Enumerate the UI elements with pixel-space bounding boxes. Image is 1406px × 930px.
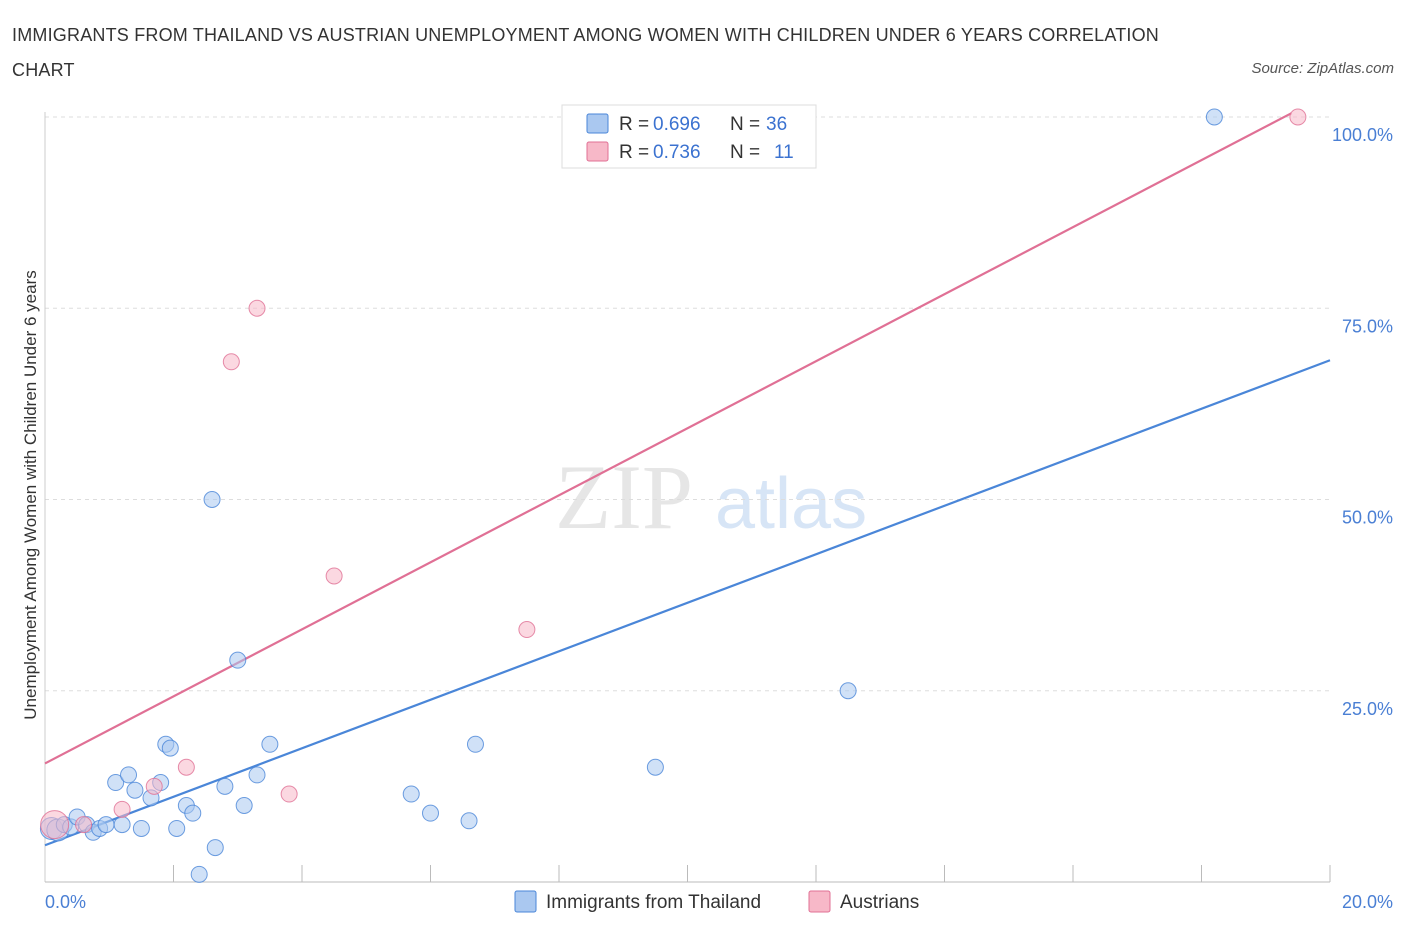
- data-point-thailand: [203, 491, 221, 508]
- data-point-thailand: [422, 804, 439, 822]
- legend-r-value-austrians: 0.736: [653, 142, 701, 163]
- data-point-thailand: [190, 865, 208, 883]
- data-point-thailand: [839, 682, 857, 700]
- bottom-legend-label-austrians: Austrians: [840, 892, 919, 913]
- data-point-austrians: [75, 816, 93, 834]
- legend-n-value-austrians: 11: [774, 142, 794, 163]
- data-point-thailand: [161, 739, 179, 757]
- data-point-austrians: [40, 810, 70, 840]
- data-point-thailand: [646, 758, 664, 776]
- legend-r-label: R =: [619, 142, 649, 163]
- y-tick-label: 75.0%: [1342, 316, 1393, 336]
- data-point-thailand: [235, 797, 253, 814]
- data-point-austrians: [177, 758, 195, 776]
- series-legend: Immigrants from Thailand Austrians: [514, 890, 919, 913]
- data-point-austrians: [518, 621, 536, 639]
- data-point-austrians: [222, 353, 240, 371]
- bottom-legend-swatch-thailand: [514, 890, 537, 913]
- y-axis-label: Unemployment Among Women with Children U…: [21, 270, 40, 719]
- gridlines: [45, 116, 1330, 692]
- x-tick-labels: 0.0% 20.0%: [45, 892, 1393, 912]
- x-tick-label: 0.0%: [45, 892, 86, 912]
- data-point-thailand: [1205, 108, 1223, 126]
- data-point-austrians: [280, 785, 298, 803]
- data-point-thailand: [184, 804, 202, 822]
- data-point-austrians: [145, 777, 163, 795]
- x-tick-label: 20.0%: [1342, 892, 1393, 912]
- data-point-austrians: [1289, 108, 1307, 126]
- y-tick-label: 50.0%: [1342, 508, 1393, 528]
- data-point-thailand: [206, 839, 224, 857]
- data-point-thailand: [466, 735, 484, 753]
- bottom-legend-swatch-austrians: [808, 890, 831, 913]
- data-point-thailand: [97, 816, 115, 834]
- data-point-thailand: [216, 777, 234, 795]
- data-point-thailand: [261, 735, 279, 753]
- trend-line-austrians: [44, 112, 1292, 765]
- data-point-thailand: [120, 766, 138, 784]
- data-point-thailand: [460, 812, 478, 830]
- data-point-austrians: [113, 800, 131, 818]
- data-point-thailand: [126, 781, 144, 799]
- source-credit: Source: ZipAtlas.com: [1251, 60, 1394, 77]
- legend-swatch-thailand: [586, 113, 609, 134]
- data-point-thailand: [113, 816, 131, 834]
- legend-r-label: R =: [619, 114, 649, 135]
- axes: [44, 112, 1331, 883]
- watermark-atlas: atlas: [715, 464, 867, 544]
- y-tick-label: 100.0%: [1332, 125, 1393, 145]
- data-point-thailand: [248, 766, 266, 784]
- legend-n-label: N =: [730, 142, 760, 163]
- stats-legend: R = 0.696 N = 36 R = 0.736 N = 11: [561, 104, 817, 169]
- bottom-legend-label-thailand: Immigrants from Thailand: [546, 892, 761, 913]
- data-point-thailand: [107, 774, 125, 792]
- legend-n-label: N =: [730, 114, 760, 135]
- watermark-zip: ZIP: [555, 446, 693, 548]
- data-points: [39, 108, 1307, 883]
- data-point-thailand: [168, 819, 186, 837]
- trend-line-thailand: [44, 359, 1331, 847]
- chart-title: IMMIGRANTS FROM THAILAND VS AUSTRIAN UNE…: [12, 25, 1159, 80]
- data-point-thailand: [402, 785, 420, 803]
- legend-n-value-thailand: 36: [766, 114, 787, 135]
- legend-r-value-thailand: 0.696: [653, 114, 701, 135]
- data-point-thailand: [229, 651, 247, 669]
- data-point-austrians: [248, 299, 266, 317]
- legend-swatch-austrians: [586, 141, 609, 162]
- data-point-austrians: [325, 567, 343, 585]
- y-tick-labels: 25.0% 50.0% 75.0% 100.0%: [1332, 125, 1393, 719]
- y-tick-label: 25.0%: [1342, 699, 1393, 719]
- data-point-thailand: [132, 819, 150, 837]
- trend-lines: [44, 112, 1331, 847]
